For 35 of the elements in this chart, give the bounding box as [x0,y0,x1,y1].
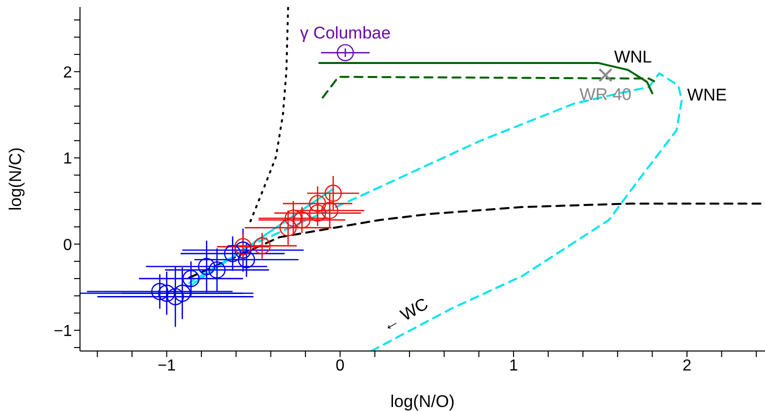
point [234,238,252,256]
point [158,284,176,302]
x-tick-label: 2 [682,357,692,374]
point [284,210,302,227]
point [308,194,326,212]
series-label: γ Columbae [300,24,391,43]
point [280,219,297,236]
point [151,282,168,300]
point [308,204,326,222]
point [166,288,184,306]
line-series [248,7,290,224]
y-tick-label: 1 [63,150,72,168]
x-axis-title: log(N/O) [390,392,455,411]
point [182,270,200,288]
y-tick-label: 2 [63,64,72,82]
point [174,284,191,302]
point [253,237,271,254]
point [293,211,311,229]
point [238,251,256,268]
point [234,242,252,259]
y-tick-label: −1 [54,322,72,340]
x-tick-label: 0 [336,357,345,374]
point [336,44,354,62]
annotation: WNE [687,86,727,104]
point [198,258,216,276]
point [321,202,338,220]
y-axis-title: log(N/C) [6,147,26,211]
annotation: WNL [614,48,652,66]
x-tick-label: 1 [509,357,518,374]
point [208,261,226,279]
point [324,184,342,202]
y-tick-label: 0 [63,236,72,254]
x-tick-label: −1 [158,357,176,374]
annotation: ← WC [378,294,432,336]
point [224,244,242,262]
